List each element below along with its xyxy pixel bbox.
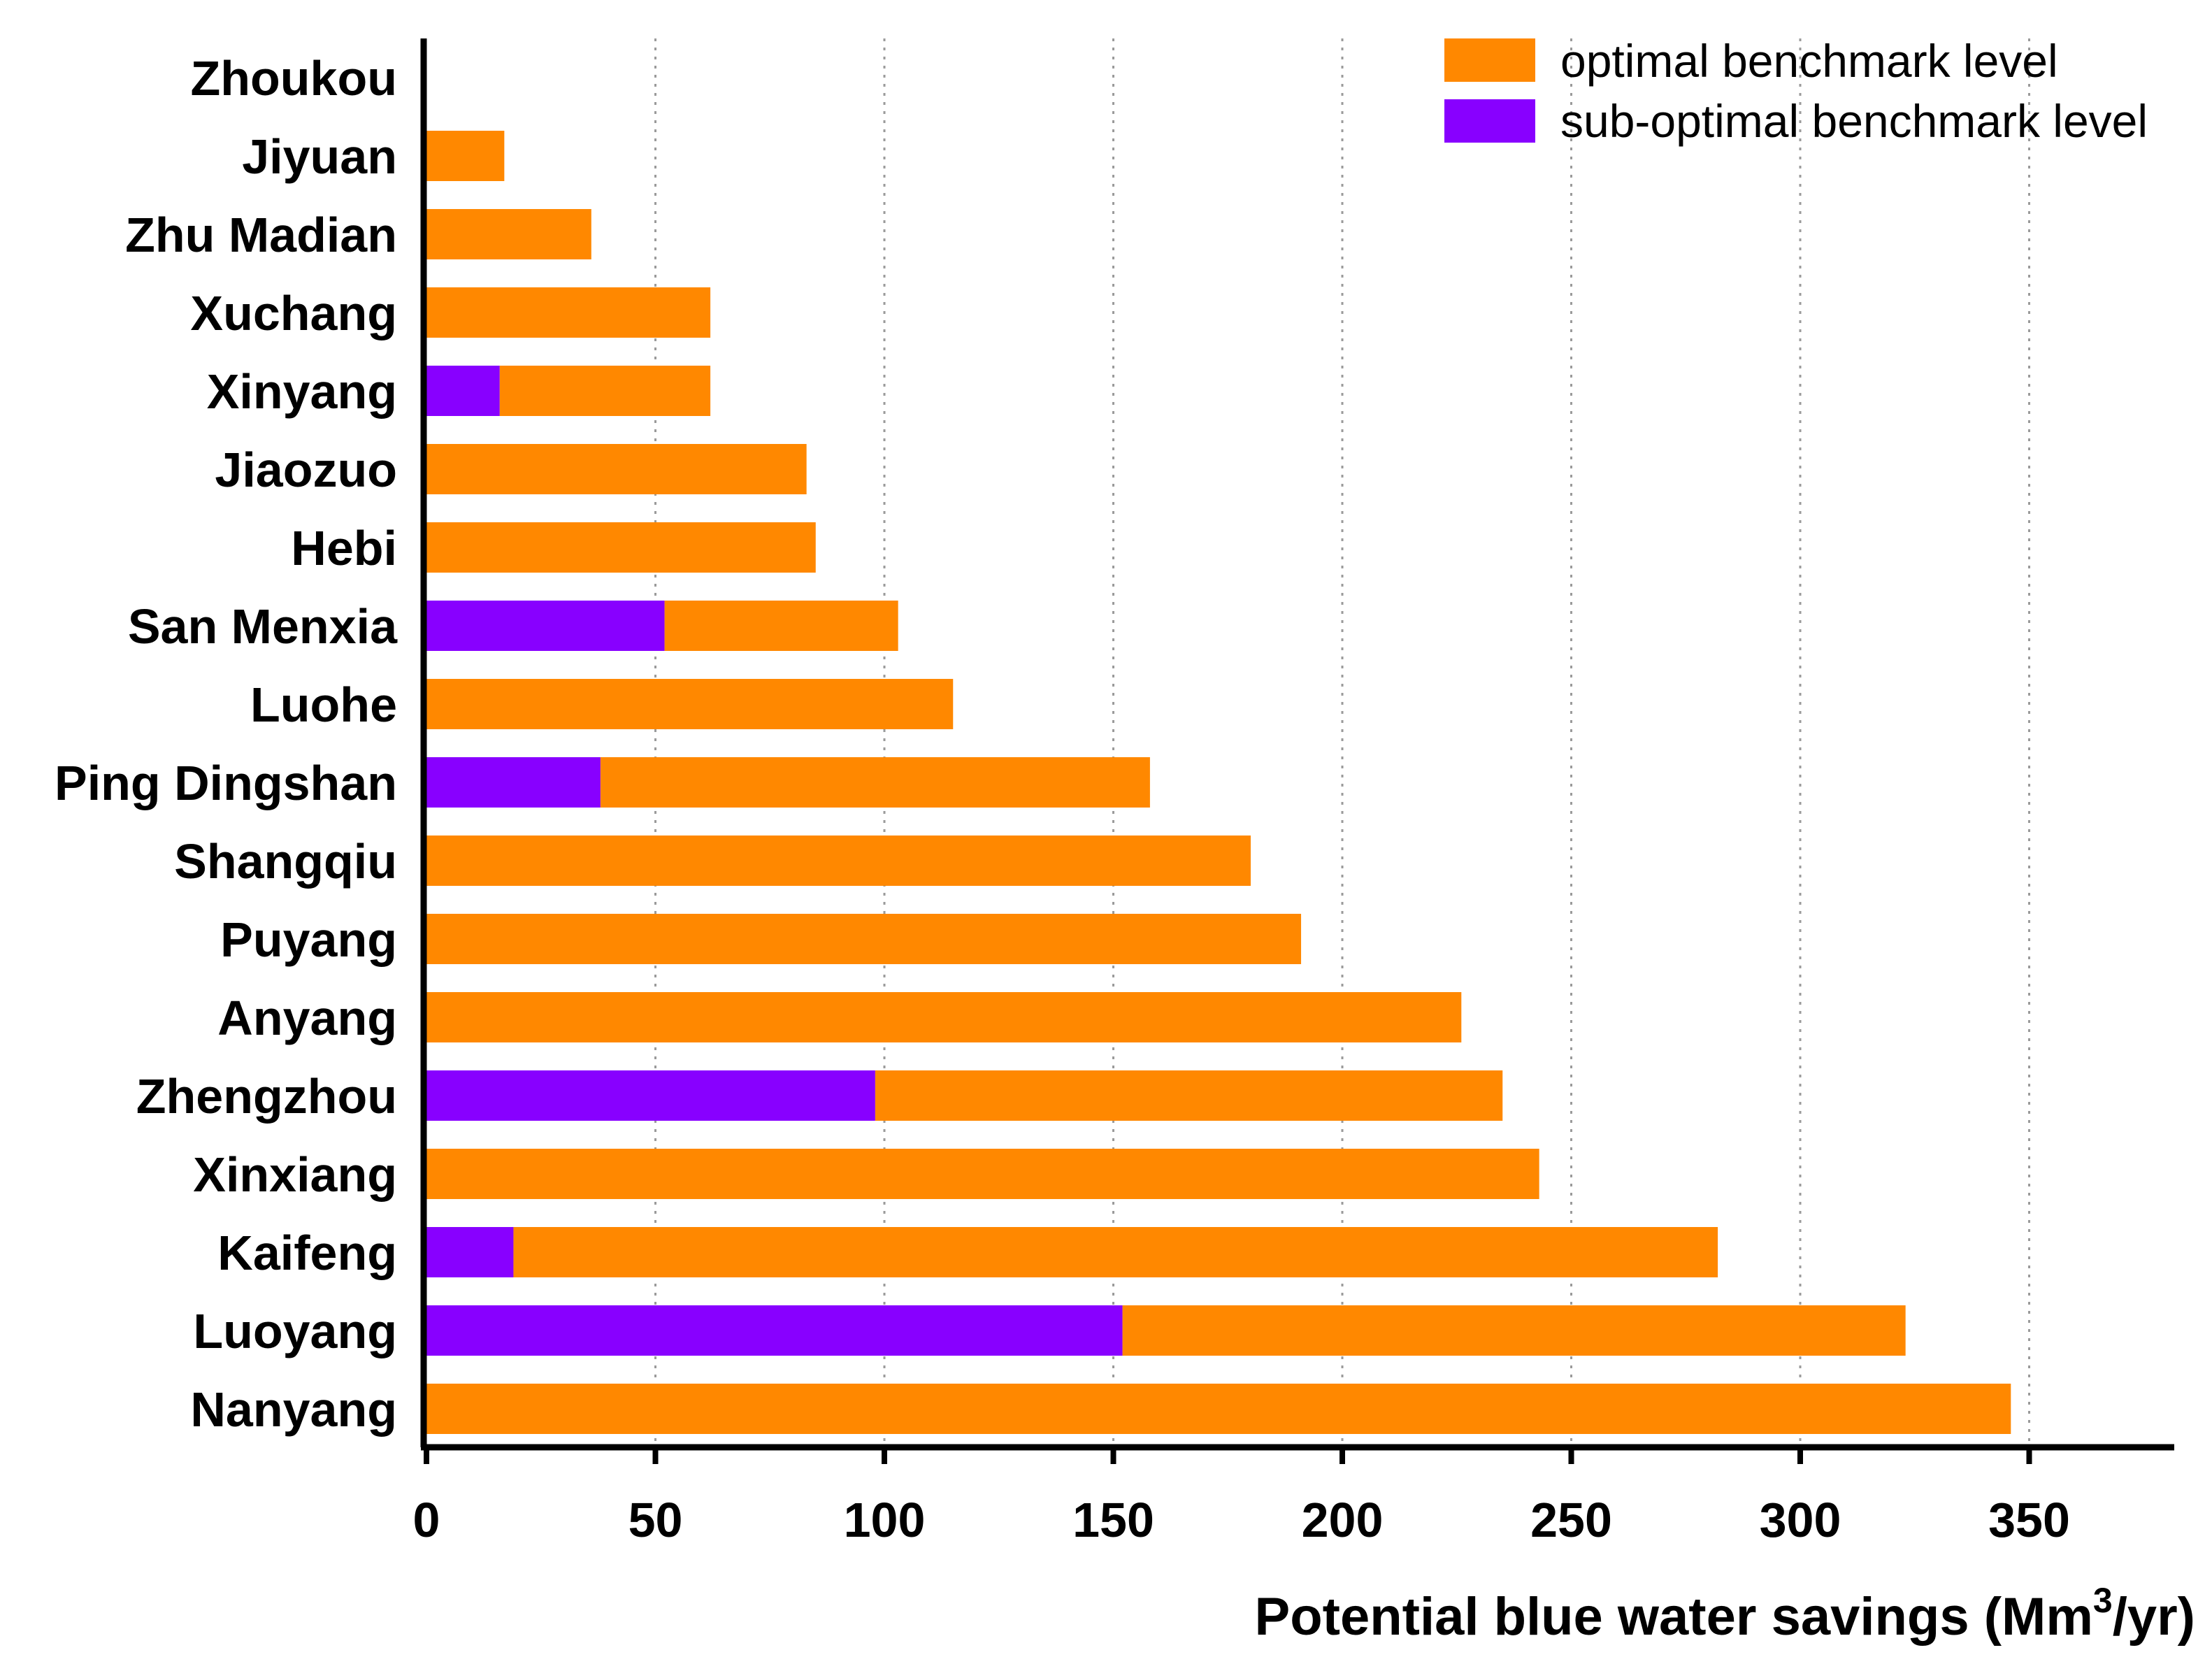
legend-swatch-optimal [1444,38,1535,82]
legend: optimal benchmark level sub-optimal benc… [1444,35,2148,147]
bar-segment [426,836,1251,886]
bar-segment [426,601,665,651]
bar-segment [664,601,898,651]
bar-segment [426,131,505,181]
category-label: Nanyang [190,1382,397,1437]
x-axis-title: Potential blue water savings (Mm3/yr) [1255,1581,2195,1647]
bar-segment [426,522,816,573]
x-tick-label: 0 [413,1493,440,1547]
bar-segment [426,287,711,338]
category-label: Zhu Madian [125,208,397,262]
x-axis-title-suffix: /yr) [2113,1587,2195,1647]
category-label: Hebi [291,521,397,575]
bar-segment [426,1227,514,1277]
axes [420,38,2174,1451]
category-label: Puyang [220,912,397,967]
bar-segment [426,444,807,494]
x-tick-label: 200 [1302,1493,1384,1547]
bar-segment [875,1070,1503,1121]
x-tick-label: 350 [1988,1493,2070,1547]
category-label: Luoyang [193,1304,397,1358]
bar-segment [426,1305,1123,1356]
category-label: Kaifeng [217,1226,397,1280]
category-label: Shangqiu [174,834,397,889]
category-label: San Menxia [128,599,398,654]
category-label: Jiaozuo [215,443,397,497]
category-label: Xuchang [190,286,397,340]
category-label: Xinyang [207,364,397,419]
category-label: Jiyuan [242,129,397,184]
bar-segment [426,757,601,808]
category-label: Anyang [217,991,397,1045]
category-labels: Zhoukou Jiyuan Zhu Madian Xuchang Xinyang Jia… [55,51,398,1437]
bar-segment [426,366,500,416]
category-label: Luohe [250,677,397,732]
x-tick-label: 300 [1760,1493,1841,1547]
legend-label-sub-optimal: sub-optimal benchmark level [1560,95,2148,147]
x-ticks: 0 50 100 150 200 250 300 350 [413,1447,2070,1547]
bar-segment [513,1227,1718,1277]
bar-segment [426,1070,875,1121]
bar-segment [426,1149,1539,1199]
category-label: Zhengzhou [136,1069,397,1124]
x-tick-label: 100 [844,1493,926,1547]
bar-segment [426,992,1462,1042]
bar-segment [426,914,1302,964]
category-label: Zhoukou [191,51,397,106]
bars [426,131,2011,1434]
bar-segment [426,679,954,729]
legend-swatch-sub-optimal [1444,99,1535,143]
bar-segment [426,1384,2011,1434]
category-label: Ping Dingshan [55,756,397,810]
bar-segment [426,209,591,259]
bar-segment [499,366,711,416]
x-tick-label: 250 [1530,1493,1612,1547]
x-tick-label: 150 [1072,1493,1154,1547]
x-axis-title-prefix: Potential blue water savings (Mm [1255,1587,2093,1647]
category-label: Xinxiang [193,1147,397,1202]
legend-label-optimal: optimal benchmark level [1560,35,2058,87]
x-axis-title-superscript: 3 [2093,1581,2113,1620]
bar-segment [1122,1305,1906,1356]
x-tick-label: 50 [629,1493,683,1547]
bar-segment [600,757,1150,808]
